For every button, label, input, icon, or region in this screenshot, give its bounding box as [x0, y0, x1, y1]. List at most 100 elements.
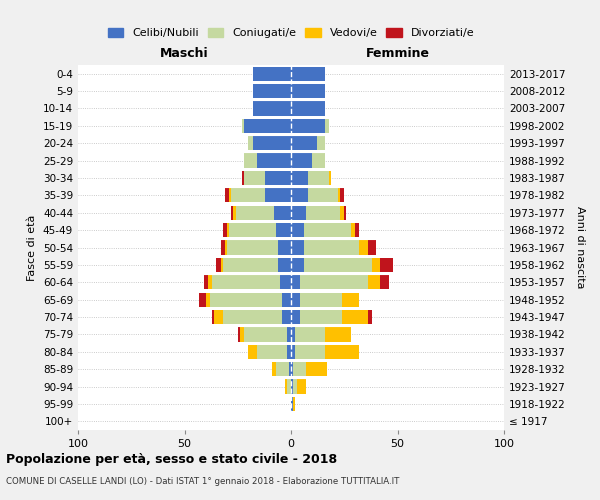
- Bar: [308, 188, 338, 202]
- Bar: [287, 344, 291, 359]
- Bar: [380, 275, 389, 289]
- Bar: [253, 66, 291, 81]
- Bar: [306, 362, 327, 376]
- Bar: [291, 275, 299, 289]
- Bar: [274, 206, 291, 220]
- Text: Maschi: Maschi: [160, 46, 209, 60]
- Bar: [229, 188, 232, 202]
- Bar: [227, 223, 229, 237]
- Bar: [229, 223, 276, 237]
- Bar: [225, 188, 229, 202]
- Bar: [221, 258, 223, 272]
- Bar: [287, 380, 291, 394]
- Bar: [233, 206, 236, 220]
- Bar: [221, 240, 225, 254]
- Bar: [257, 154, 291, 168]
- Bar: [291, 66, 325, 81]
- Bar: [299, 275, 368, 289]
- Bar: [293, 362, 306, 376]
- Bar: [304, 258, 372, 272]
- Text: Popolazione per età, sesso e stato civile - 2018: Popolazione per età, sesso e stato civil…: [6, 452, 337, 466]
- Bar: [212, 275, 280, 289]
- Bar: [212, 310, 214, 324]
- Bar: [284, 380, 287, 394]
- Text: COMUNE DI CASELLE LANDI (LO) - Dati ISTAT 1° gennaio 2018 - Elaborazione TUTTITA: COMUNE DI CASELLE LANDI (LO) - Dati ISTA…: [6, 478, 400, 486]
- Y-axis label: Fasce di età: Fasce di età: [28, 214, 37, 280]
- Bar: [244, 118, 291, 133]
- Bar: [223, 258, 278, 272]
- Bar: [223, 310, 283, 324]
- Bar: [355, 223, 359, 237]
- Bar: [291, 310, 299, 324]
- Bar: [265, 188, 291, 202]
- Bar: [253, 136, 291, 150]
- Bar: [244, 154, 257, 168]
- Bar: [248, 136, 253, 150]
- Bar: [291, 84, 325, 98]
- Bar: [278, 240, 291, 254]
- Bar: [338, 188, 340, 202]
- Bar: [325, 328, 350, 342]
- Bar: [350, 223, 355, 237]
- Bar: [257, 344, 287, 359]
- Bar: [203, 275, 208, 289]
- Bar: [283, 310, 291, 324]
- Bar: [276, 223, 291, 237]
- Bar: [265, 171, 291, 185]
- Bar: [291, 136, 317, 150]
- Bar: [278, 258, 291, 272]
- Bar: [280, 275, 291, 289]
- Bar: [272, 362, 276, 376]
- Bar: [304, 240, 359, 254]
- Bar: [253, 102, 291, 116]
- Bar: [225, 240, 227, 254]
- Bar: [291, 171, 308, 185]
- Bar: [291, 118, 325, 133]
- Bar: [295, 344, 325, 359]
- Text: Femmine: Femmine: [365, 46, 430, 60]
- Bar: [291, 344, 295, 359]
- Bar: [298, 380, 306, 394]
- Bar: [299, 310, 342, 324]
- Bar: [291, 362, 293, 376]
- Bar: [210, 292, 283, 307]
- Bar: [308, 171, 329, 185]
- Bar: [295, 328, 325, 342]
- Bar: [291, 380, 293, 394]
- Bar: [242, 171, 244, 185]
- Bar: [232, 206, 233, 220]
- Bar: [368, 275, 380, 289]
- Bar: [236, 206, 274, 220]
- Bar: [240, 328, 244, 342]
- Bar: [214, 310, 223, 324]
- Bar: [287, 328, 291, 342]
- Bar: [359, 240, 368, 254]
- Legend: Celibi/Nubili, Coniugati/e, Vedovi/e, Divorziati/e: Celibi/Nubili, Coniugati/e, Vedovi/e, Di…: [103, 23, 479, 42]
- Bar: [293, 397, 295, 411]
- Bar: [291, 188, 308, 202]
- Bar: [340, 206, 344, 220]
- Bar: [289, 362, 291, 376]
- Bar: [372, 258, 380, 272]
- Bar: [313, 154, 325, 168]
- Bar: [232, 188, 265, 202]
- Bar: [227, 240, 278, 254]
- Bar: [368, 240, 376, 254]
- Bar: [340, 188, 344, 202]
- Bar: [248, 344, 257, 359]
- Bar: [380, 258, 393, 272]
- Bar: [299, 292, 342, 307]
- Bar: [291, 102, 325, 116]
- Bar: [291, 154, 313, 168]
- Bar: [223, 223, 227, 237]
- Bar: [283, 292, 291, 307]
- Bar: [325, 344, 359, 359]
- Bar: [206, 292, 210, 307]
- Bar: [293, 380, 298, 394]
- Bar: [291, 206, 306, 220]
- Bar: [306, 206, 340, 220]
- Bar: [291, 292, 299, 307]
- Bar: [238, 328, 240, 342]
- Bar: [344, 206, 346, 220]
- Bar: [325, 118, 329, 133]
